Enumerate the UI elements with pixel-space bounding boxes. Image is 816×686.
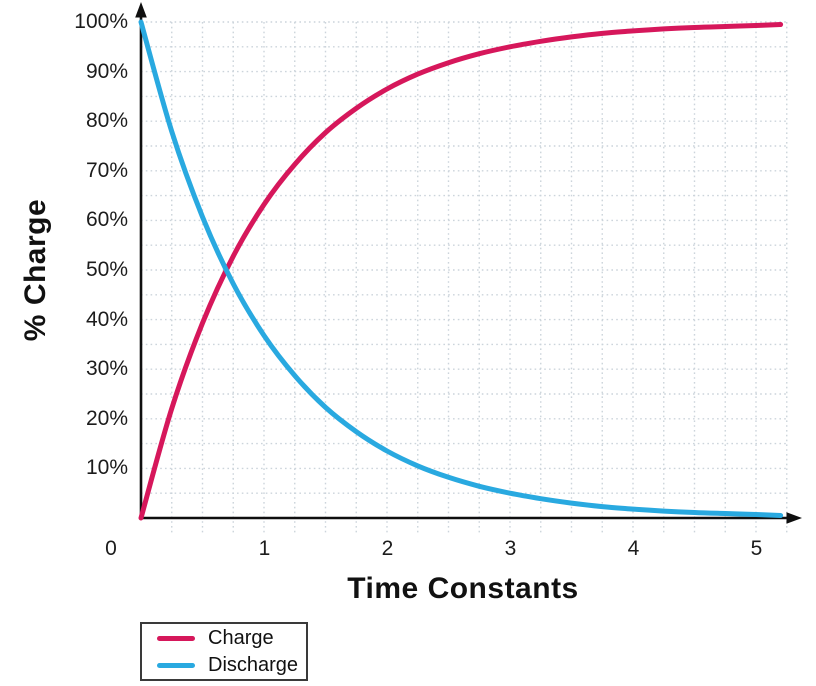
y-tick-label: 40% bbox=[85, 307, 128, 331]
legend-label-charge: Charge bbox=[208, 627, 274, 649]
series-line-charge bbox=[138, 22, 784, 521]
y-axis-arrow-icon bbox=[135, 2, 147, 18]
y-tick-label: 30% bbox=[85, 357, 128, 381]
legend-label-discharge: Discharge bbox=[208, 654, 299, 676]
y-tick-label: 70% bbox=[85, 158, 128, 182]
x-tick-label: 1 bbox=[258, 537, 271, 560]
discharge-line-swatch bbox=[157, 662, 195, 668]
series-line-discharge bbox=[138, 19, 784, 518]
y-tick-label: 80% bbox=[85, 109, 128, 133]
y-tick-label: 20% bbox=[85, 406, 128, 430]
x-axis-title: Time Constants bbox=[347, 572, 579, 605]
charge-line-swatch bbox=[157, 635, 195, 641]
x-tick-label: 3 bbox=[504, 537, 517, 560]
legend-entry-charge: Charge bbox=[157, 627, 306, 649]
x-tick-label: 4 bbox=[627, 537, 640, 560]
y-tick-label: 90% bbox=[85, 59, 128, 83]
legend-entry-discharge: Discharge bbox=[157, 654, 306, 676]
legend: Charge Discharge bbox=[140, 622, 308, 681]
y-tick-label: 10% bbox=[85, 456, 128, 480]
x-tick-label: 0 bbox=[105, 537, 117, 560]
plot-area bbox=[135, 2, 802, 533]
x-tick-label: 2 bbox=[381, 537, 394, 560]
y-tick-label: 60% bbox=[85, 208, 128, 232]
y-tick-label: 100% bbox=[74, 10, 128, 33]
x-tick-label: 5 bbox=[750, 537, 763, 560]
x-axis-arrow-icon bbox=[786, 512, 802, 524]
y-tick-label: 50% bbox=[85, 258, 128, 281]
